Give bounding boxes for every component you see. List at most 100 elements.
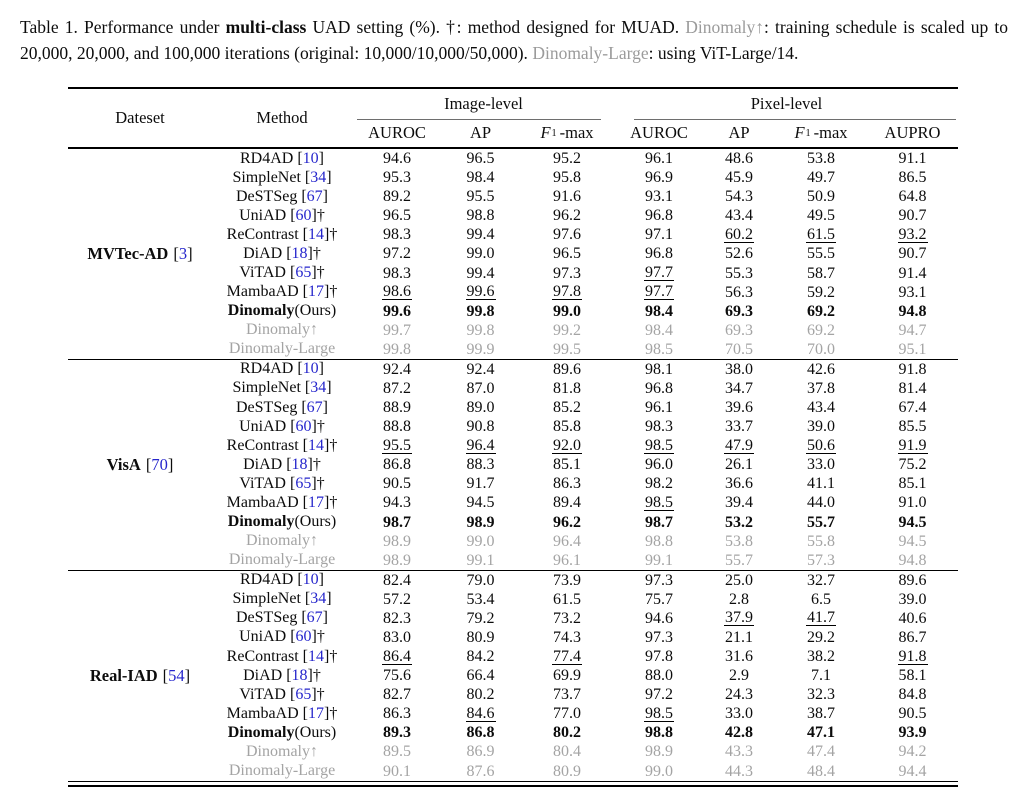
metric-cell: 99.1 [615,551,703,570]
citation-link[interactable]: 14 [308,647,324,665]
bracket-open: [ [301,398,307,416]
metric-value: 69.3 [725,302,753,320]
bracket-open: [ [302,225,308,243]
citation-link[interactable]: 18 [291,455,308,473]
citation-link[interactable]: 65 [295,685,312,703]
metric-value: 98.8 [645,724,673,742]
citation-link[interactable]: 18 [291,244,308,262]
citation-link[interactable]: 14 [308,436,324,454]
metric-value: 85.1 [553,456,581,474]
metric-cell: 88.3 [442,455,519,474]
citation-link[interactable]: 54 [168,665,185,685]
header-pixel-auroc: AUROC [630,123,688,142]
metric-cell: 99.2 [519,321,615,340]
citation-link[interactable]: 10 [302,360,319,378]
dataset-cell: MVTec-AD [3] [68,149,212,359]
citation-link[interactable]: 10 [302,149,319,167]
bracket-close: ] [326,590,332,608]
metric-cell: 99.1 [442,551,519,570]
citation-link[interactable]: 14 [308,225,324,243]
bracket-close: ] [167,454,174,474]
metric-cell: 94.5 [442,493,519,512]
bracket-close: ] [184,665,191,685]
metric-cell: 99.7 [352,321,442,340]
metric-cell: 99.4 [442,225,519,244]
citation-link[interactable]: 34 [310,168,327,186]
caption-segment: UAD setting (%). †: method designed for … [306,17,686,37]
citation-link[interactable]: 17 [307,493,324,511]
header-dataset: Dateset [115,108,165,127]
metric-value: 83.0 [383,628,411,646]
citation-link[interactable]: 60 [295,206,312,224]
metric-cell: 55.7 [775,512,867,531]
metric-value: 96.8 [645,379,673,397]
citation-link[interactable]: 17 [307,283,324,301]
caption-segment: : using ViT-Large/14. [648,43,799,63]
dataset-citation: [54] [163,666,191,686]
metric-cell: 90.7 [867,244,958,263]
method-cell: UniAD [60] † [212,206,352,225]
dataset-name: MVTec-AD [87,243,169,263]
metric-cell: 86.9 [442,742,519,761]
metric-cell: 85.2 [519,398,615,417]
metric-cell: 73.9 [519,571,615,590]
metric-value: 55.3 [725,264,753,282]
citation-link[interactable]: 70 [151,454,168,474]
citation-link[interactable]: 60 [295,417,312,435]
metric-cell: 89.6 [867,571,958,590]
metric-value: 88.8 [383,418,411,436]
metric-cell: 94.5 [867,532,958,551]
metric-cell: 80.9 [519,762,615,781]
citation-link[interactable]: 17 [307,704,324,722]
citation-link[interactable]: 60 [295,628,312,646]
metric-cell: 39.4 [703,493,775,512]
metric-value: 34.7 [725,379,753,397]
citation-link[interactable]: 67 [306,398,323,416]
metric-cell: 97.1 [615,225,703,244]
metric-cell: 69.3 [703,321,775,340]
method-name: MambaAD [226,283,299,301]
metric-value: 96.4 [553,532,581,550]
metric-value: 80.2 [466,686,495,704]
metric-value: 55.5 [807,245,835,263]
metric-cell: 97.3 [615,628,703,647]
metric-value: 32.3 [807,686,835,704]
citation-link[interactable]: 67 [306,187,323,205]
method-citation: [34] [305,590,332,608]
citation-link[interactable]: 3 [178,243,188,263]
metric-cell: 2.9 [703,666,775,685]
metric-value: 94.2 [898,743,927,761]
citation-link[interactable]: 65 [295,474,312,492]
dataset-citation: [70] [146,455,174,475]
metric-value: 85.8 [553,418,581,436]
metric-value: 89.4 [553,494,581,512]
citation-link[interactable]: 34 [310,590,327,608]
citation-link[interactable]: 67 [306,609,323,627]
metric-cell: 85.8 [519,417,615,436]
metric-cell: 58.1 [867,666,958,685]
citation-link[interactable]: 65 [295,264,312,281]
metric-cell: 96.4 [519,532,615,551]
metric-cell: 98.9 [352,532,442,551]
metric-value: 96.5 [553,245,581,263]
dataset-name: VisA [106,454,141,474]
citation-link[interactable]: 18 [291,666,308,684]
metric-value: 87.2 [383,379,411,397]
metric-cell: 92.4 [442,360,519,379]
bracket-open: [ [162,665,169,685]
metric-cell: 75.7 [615,590,703,609]
metric-cell: 53.8 [703,532,775,551]
citation-link[interactable]: 10 [302,571,319,589]
method-name: ViTAD [239,474,286,492]
metric-cell: 69.2 [775,321,867,340]
metric-cell: 97.6 [519,225,615,244]
bracket-open: [ [290,206,296,224]
metric-cell: 91.8 [867,647,958,666]
citation-link[interactable]: 34 [310,379,327,397]
metric-value: 38.2 [807,648,835,666]
method-cell: Dinomaly (Ours) [212,723,352,742]
metric-value: 82.3 [383,609,411,627]
metric-cell: 53.8 [775,149,867,168]
metric-cell: 99.0 [519,302,615,321]
metric-value: 41.7 [806,609,836,627]
